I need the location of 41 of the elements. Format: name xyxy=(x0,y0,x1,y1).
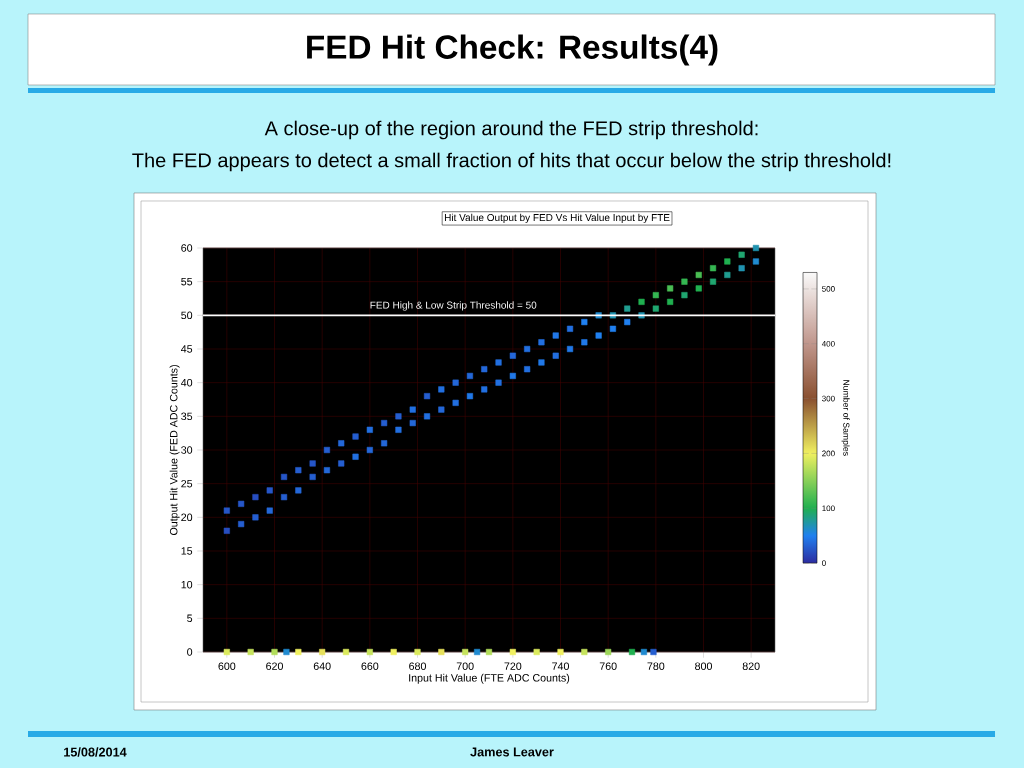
x-tick-label: 760 xyxy=(599,662,617,670)
color-bar-label: 200 xyxy=(822,450,835,457)
x-tick-label: 600 xyxy=(218,662,236,670)
x-tick-label: 820 xyxy=(742,662,760,670)
y-tick-label: 50 xyxy=(181,311,193,320)
y-tick-label: 35 xyxy=(181,412,193,421)
x-tick-label: 660 xyxy=(361,662,379,670)
y-tick-label: 15 xyxy=(181,547,193,555)
text: FED Hit Check: Results(4) xyxy=(307,34,718,66)
y-tick-label: 60 xyxy=(181,244,193,252)
y-tick-label: 0 xyxy=(187,648,193,656)
y-tick-label: 45 xyxy=(180,345,193,353)
text: 15/08/2014 xyxy=(64,747,127,757)
color-bar-title: Number of Samples xyxy=(841,380,850,456)
color-bar-label: 400 xyxy=(821,340,835,347)
y-axis-title: Output Hit Value (FED ADC Counts) xyxy=(169,365,180,536)
x-tick-label: 700 xyxy=(456,662,474,670)
y-tick-label: 20 xyxy=(181,513,193,522)
y-tick-label: 10 xyxy=(181,580,193,589)
y-tick-label: 40 xyxy=(180,378,193,387)
text: A close-up of the region around the FED strip threshold: xyxy=(264,120,758,140)
color-bar-label: 500 xyxy=(822,286,835,292)
chart-title: Hit Value Output by FED Vs Hit Value Input by FTE xyxy=(444,213,670,224)
text: James Leaver xyxy=(470,747,554,757)
color-bar-label: 300 xyxy=(822,395,835,402)
x-tick-label: 780 xyxy=(647,662,665,670)
x-tick-label: 620 xyxy=(266,662,283,670)
text: The FED appears to detect a small fraction of hits that occur below the strip threshold! xyxy=(132,152,891,172)
color-bar-label: 0 xyxy=(822,560,826,566)
y-tick-label: 30 xyxy=(181,446,193,454)
ref-line-label: FED High & Low Strip Threshold = 50 xyxy=(370,301,537,311)
color-bar-label: 100 xyxy=(822,505,835,512)
x-tick-label: 680 xyxy=(409,662,426,670)
x-tick-label: 640 xyxy=(313,662,331,670)
x-tick-label: 800 xyxy=(695,662,712,670)
x-tick-label: 740 xyxy=(552,662,569,670)
x-axis-title: Input Hit Value (FTE ADC Counts) xyxy=(409,673,570,684)
y-tick-label: 5 xyxy=(187,614,193,623)
y-tick-label: 25 xyxy=(181,479,193,488)
y-tick-label: 55 xyxy=(181,277,193,286)
x-tick-label: 720 xyxy=(504,662,522,670)
